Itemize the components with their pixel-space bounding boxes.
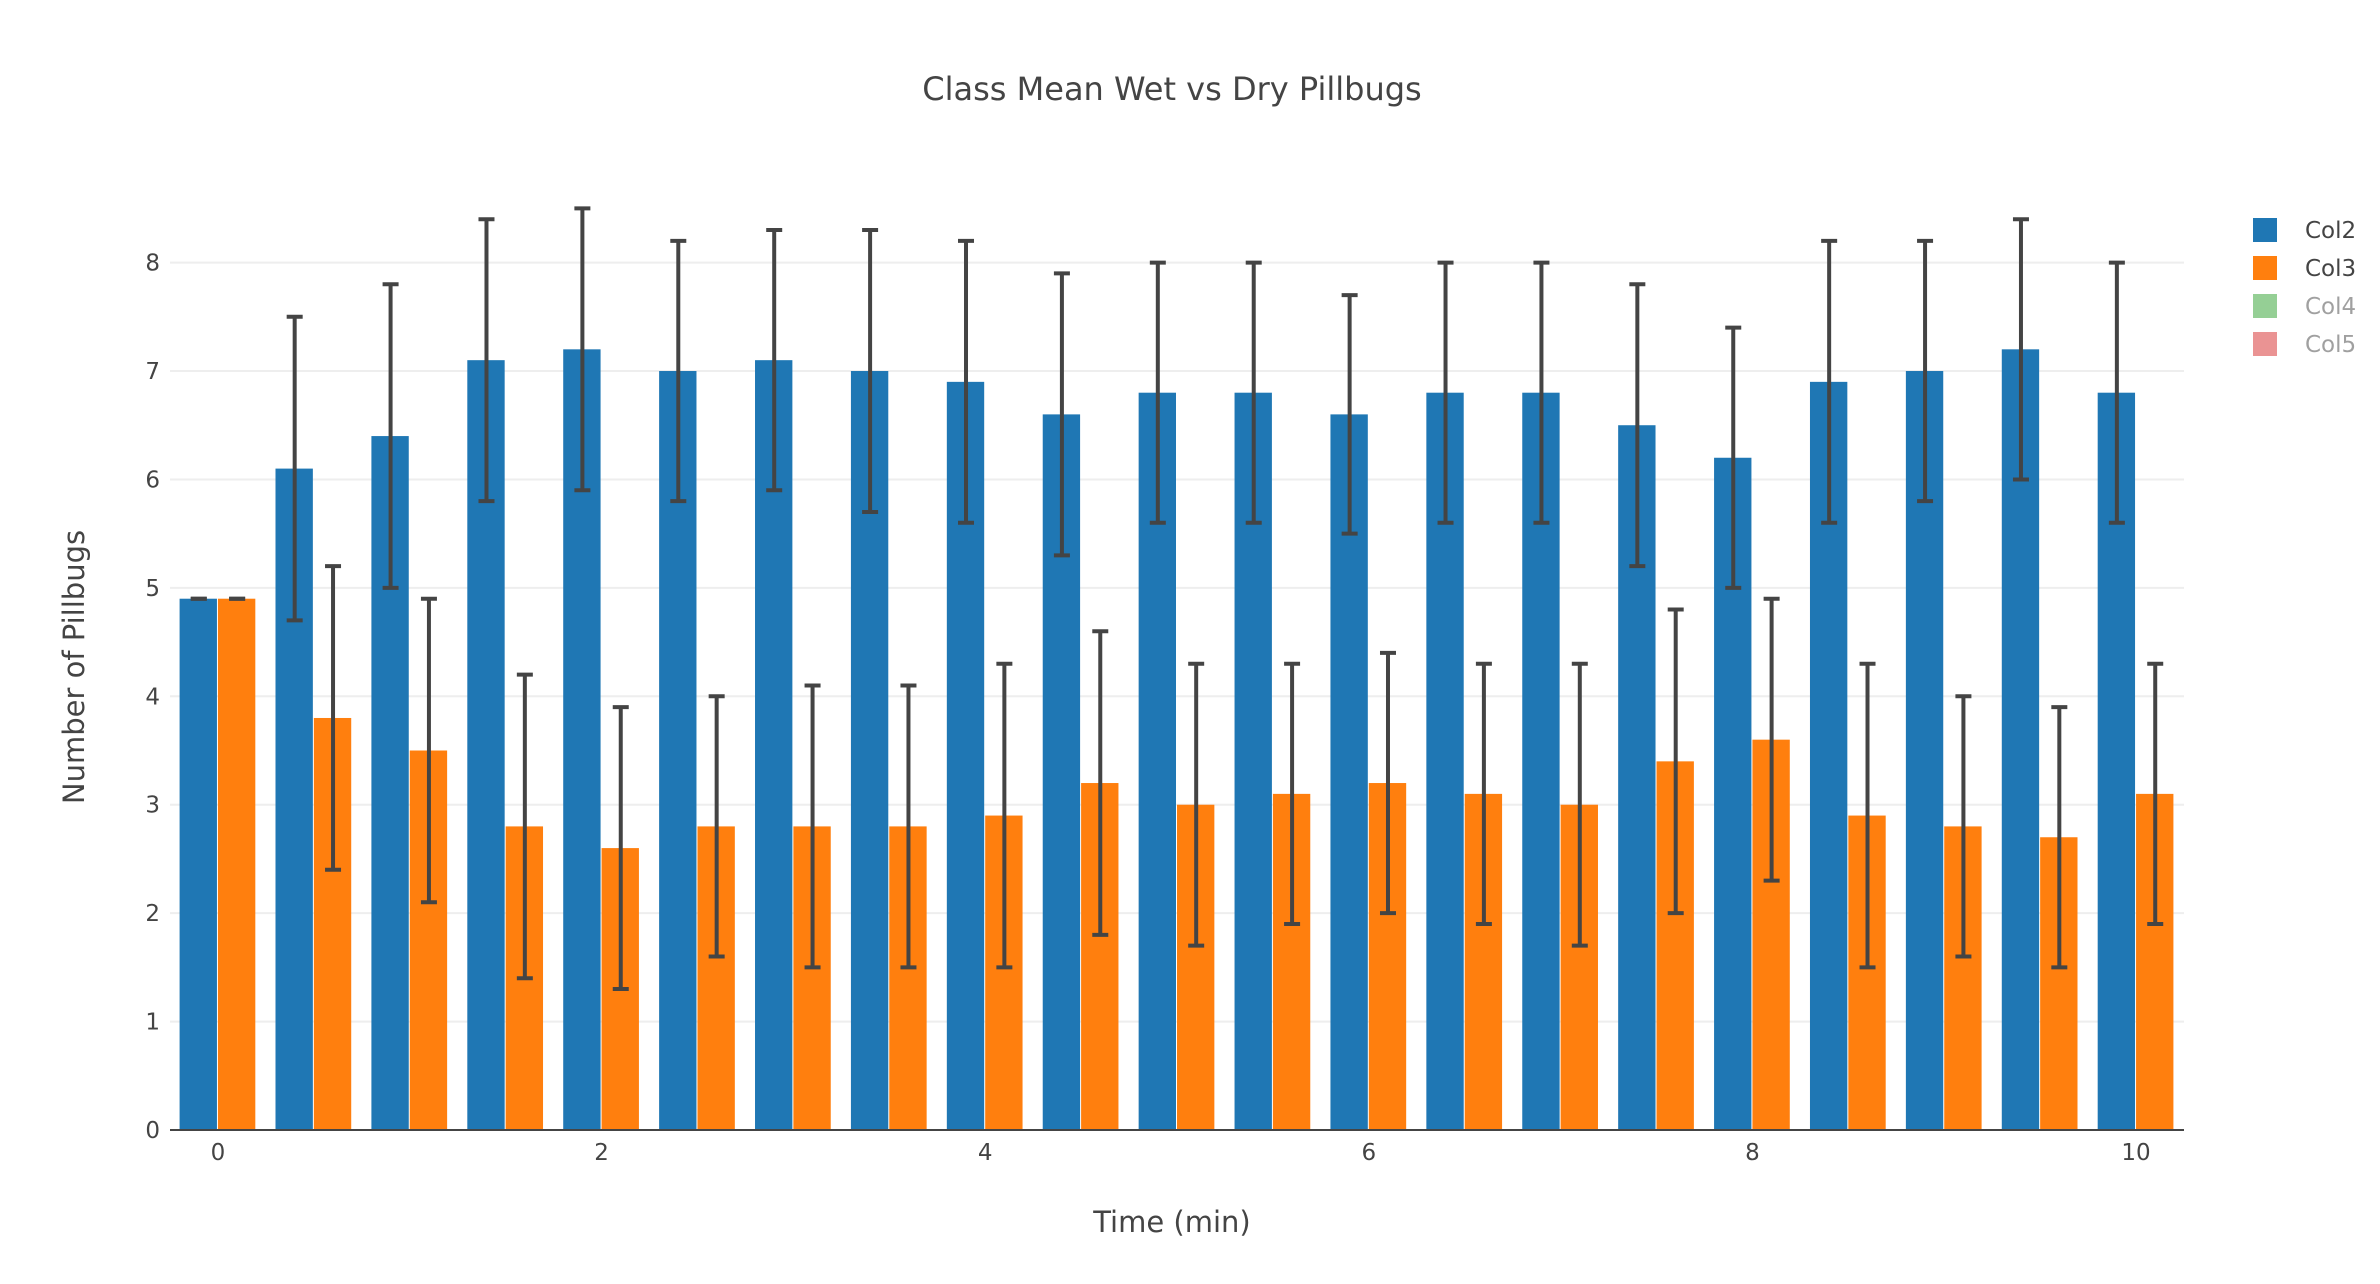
error-bar [862, 228, 879, 514]
y-tick-label: 8 [145, 251, 160, 277]
legend-item[interactable]: Col5 [2253, 332, 2356, 358]
legend-swatch [2253, 332, 2277, 356]
bars-layer [179, 349, 2174, 1131]
error-bar [1917, 238, 1934, 504]
error-bar [1725, 325, 1742, 590]
x-axis-ticks: 0 2 4 6 8 10 [211, 1140, 2151, 1166]
legend-swatch [2253, 218, 2277, 242]
legend-label: Col5 [2305, 332, 2356, 358]
error-bar [1859, 661, 1876, 970]
legend-item[interactable]: Col2 [2253, 218, 2356, 244]
x-tick-label: 8 [1745, 1140, 1760, 1166]
error-bar [574, 206, 591, 493]
error-bar [2108, 260, 2125, 525]
y-axis-ticks: 0 1 2 3 4 5 6 7 8 [145, 251, 160, 1144]
y-tick-label: 0 [145, 1118, 160, 1144]
error-bar [478, 217, 495, 504]
error-bar [708, 694, 725, 959]
x-tick-label: 2 [594, 1140, 609, 1166]
error-bar [382, 282, 399, 590]
error-bar [958, 238, 975, 525]
y-tick-label: 1 [145, 1010, 160, 1036]
error-bar [1149, 260, 1166, 525]
legend-item[interactable]: Col4 [2253, 294, 2356, 320]
error-bar [612, 705, 629, 992]
x-tick-label: 10 [2121, 1140, 2150, 1166]
error-bar [900, 683, 917, 970]
error-bar [1667, 607, 1684, 916]
y-axis-title: Number of Pillbugs [57, 530, 91, 804]
legend-label: Col3 [2305, 256, 2356, 282]
error-bar [996, 661, 1013, 970]
legend[interactable]: Col2 Col3 Col4 Col5 [2253, 218, 2356, 358]
y-tick-label: 6 [145, 467, 160, 493]
error-bar [1763, 596, 1780, 883]
error-bar [516, 672, 533, 981]
error-bar [1092, 629, 1109, 937]
error-bar [804, 683, 821, 970]
x-tick-label: 6 [1361, 1140, 1376, 1166]
error-bar [1379, 650, 1396, 916]
error-bar [1629, 282, 1646, 569]
legend-item[interactable]: Col3 [2253, 256, 2356, 282]
legend-label: Col2 [2305, 218, 2356, 244]
error-bar [2012, 217, 2029, 482]
error-bar [1341, 293, 1358, 536]
legend-swatch [2253, 294, 2277, 318]
legend-label: Col4 [2305, 294, 2356, 320]
error-bar [1245, 260, 1262, 525]
error-bar [670, 238, 687, 504]
error-bar [766, 228, 783, 493]
error-bar [420, 596, 437, 905]
error-bar [1571, 661, 1588, 948]
chart-title: Class Mean Wet vs Dry Pillbugs [922, 70, 1421, 108]
x-tick-label: 4 [978, 1140, 993, 1166]
y-tick-label: 7 [145, 359, 160, 385]
y-tick-label: 5 [145, 576, 160, 602]
x-axis-title: Time (min) [1092, 1205, 1251, 1239]
error-bar [1437, 260, 1454, 525]
error-bar [1284, 661, 1301, 926]
y-tick-label: 4 [145, 684, 160, 710]
error-bar [1533, 260, 1550, 525]
bar [179, 598, 217, 1130]
error-bar [1188, 661, 1205, 948]
x-tick-label: 0 [211, 1140, 226, 1166]
error-bar [286, 314, 303, 623]
error-bar [1475, 661, 1492, 926]
y-tick-label: 2 [145, 901, 160, 927]
error-bar [2147, 661, 2164, 926]
legend-swatch [2253, 256, 2277, 280]
error-bar [2051, 705, 2068, 970]
error-bar [1955, 694, 1972, 959]
bar [217, 598, 256, 1130]
error-bar [1821, 238, 1838, 525]
error-bars-layer [190, 206, 2164, 992]
y-tick-label: 3 [145, 793, 160, 819]
error-bar [1053, 271, 1070, 558]
error-bar [325, 564, 342, 872]
